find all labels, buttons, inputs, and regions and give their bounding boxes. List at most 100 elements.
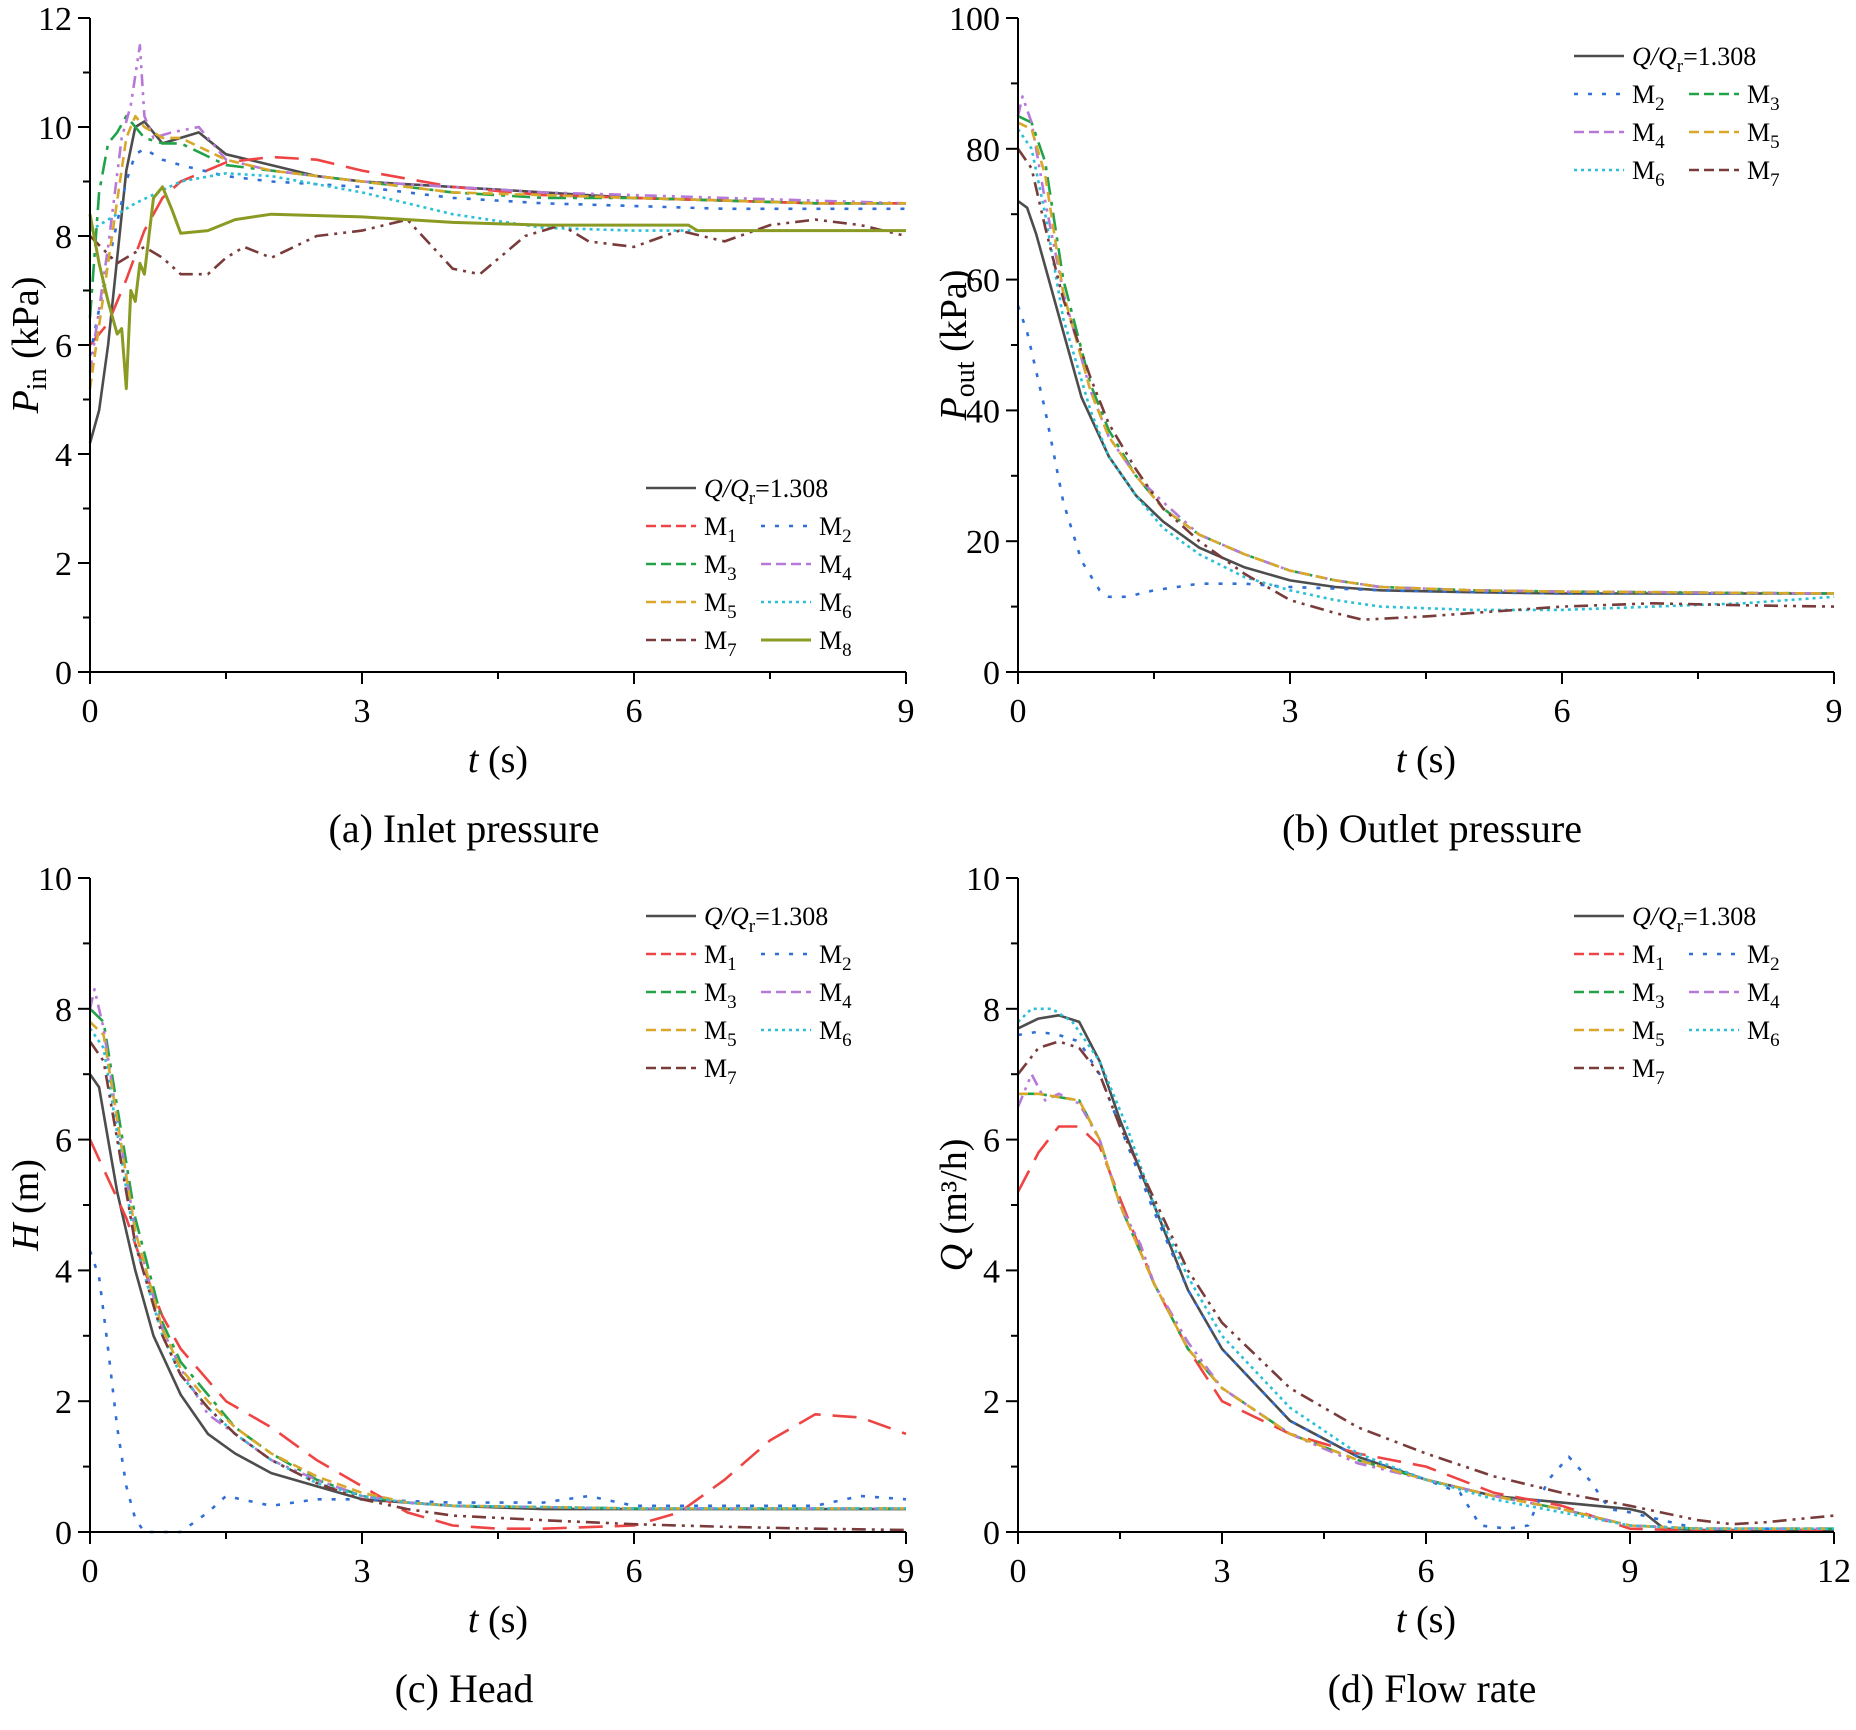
legend-label-main: M [819, 978, 842, 1007]
legend-label-main: M [704, 940, 727, 969]
y-axis-label: Pin (kPa) [5, 277, 53, 415]
legend-label-m5: M5 [704, 1016, 737, 1051]
caption-inlet-pressure: (a) Inlet pressure [328, 806, 600, 851]
y-tick-label: 6 [55, 328, 72, 365]
x-tick-label: 6 [1554, 693, 1571, 730]
y-tick-label: 80 [966, 132, 1000, 169]
legend-label-suffix: =1.308 [755, 474, 828, 503]
legend-label-subscript: 6 [842, 1030, 852, 1051]
legend-label-subscript: 6 [842, 602, 852, 623]
y-axis-unit: (m) [5, 1159, 47, 1223]
legend-label-m5: M5 [704, 588, 737, 623]
legend-label-main: M [1747, 978, 1770, 1007]
legend-label-main: M [1632, 1054, 1655, 1083]
legend-label-suffix: =1.308 [1683, 42, 1756, 71]
legend-label-m5: M5 [1632, 1016, 1665, 1051]
legend-label-m1: M1 [704, 940, 737, 975]
y-tick-label: 2 [55, 546, 72, 583]
legend-label-m4: M4 [819, 550, 852, 585]
legend-label-subscript: r [1677, 916, 1684, 937]
series-line-ref [1017, 200, 1834, 595]
series-line-m1 [88, 155, 906, 346]
series-line-m2 [88, 1250, 907, 1534]
legend-label-subscript: 1 [727, 954, 737, 975]
y-tick-label: 8 [55, 219, 72, 256]
legend-label-m3: M3 [1632, 978, 1665, 1013]
x-axis-variable: t [468, 739, 480, 781]
series-line-ref [88, 1073, 906, 1511]
legend-label-main: M [1632, 1016, 1655, 1045]
legend-label-main: Q/Q [704, 902, 749, 931]
x-tick-label: 6 [1418, 1553, 1435, 1590]
y-tick-label: 4 [55, 1253, 72, 1290]
x-axis-variable: t [1396, 739, 1408, 781]
x-tick-label: 0 [82, 1553, 99, 1590]
x-axis-label: t (s) [468, 1599, 528, 1641]
legend-label-subscript: 2 [842, 954, 852, 975]
legend-label-main: M [819, 1016, 842, 1045]
series-line-ref [88, 120, 906, 444]
legend-label-subscript: 5 [1655, 1030, 1665, 1051]
x-tick-label: 3 [354, 693, 371, 730]
y-tick-label: 0 [55, 1515, 72, 1552]
legend-label-main: M [704, 1016, 727, 1045]
series-line-m7 [1016, 1040, 1835, 1526]
legend-label-m6: M6 [1747, 1016, 1780, 1051]
legend-label-main: M [1632, 118, 1655, 147]
caption-flow-rate: (d) Flow rate [1327, 1666, 1537, 1711]
legend-label-main: M [819, 940, 842, 969]
legend-label-main: M [1632, 940, 1655, 969]
y-axis-variable: Q [933, 1244, 975, 1271]
series-line-m6 [1017, 1007, 1834, 1531]
series-line-m2 [1017, 1030, 1834, 1531]
legend-label-m2: M2 [819, 940, 852, 975]
y-tick-label: 0 [983, 1515, 1000, 1552]
y-tick-label: 12 [38, 1, 72, 38]
legend-label-subscript: 5 [727, 602, 737, 623]
legend-label-subscript: r [749, 488, 756, 509]
y-axis-label: H (m) [5, 1159, 47, 1252]
x-tick-label: 0 [1010, 1553, 1027, 1590]
legend-label-m4: M4 [1747, 978, 1780, 1013]
legend-label-main: M [1747, 80, 1770, 109]
y-axis-variable: P [5, 390, 47, 414]
legend-label-main: M [1632, 80, 1655, 109]
y-axis-unit: (kPa) [933, 270, 975, 362]
legend-label-main: M [704, 978, 727, 1007]
y-tick-label: 0 [983, 655, 1000, 692]
legend-label-subscript: 7 [1770, 170, 1780, 191]
legend-label-subscript: 7 [727, 640, 737, 661]
legend-label-m4: M4 [1632, 118, 1665, 153]
legend-label-main: Q/Q [1632, 902, 1677, 931]
x-tick-label: 9 [1622, 1553, 1639, 1590]
y-tick-label: 40 [966, 393, 1000, 430]
legend-label-subscript: r [1677, 56, 1684, 77]
x-axis-label: t (s) [468, 739, 528, 781]
x-tick-label: 0 [1010, 693, 1027, 730]
x-axis-variable: t [1396, 1599, 1408, 1641]
y-axis-label: Pout (kPa) [933, 270, 981, 422]
y-tick-label: 10 [38, 110, 72, 147]
legend-label-main: M [819, 550, 842, 579]
legend-label-subscript: 1 [727, 526, 737, 547]
legend-label-suffix: =1.308 [755, 902, 828, 931]
legend-label-subscript: r [749, 916, 756, 937]
legend-label-main: Q/Q [704, 474, 749, 503]
legend-label-m1: M1 [704, 512, 737, 547]
legend-label-subscript: 5 [727, 1030, 737, 1051]
legend-label-subscript: 5 [1770, 132, 1780, 153]
legend-label-subscript: 3 [727, 564, 737, 585]
legend-label-m2: M2 [1747, 940, 1780, 975]
legend-label-ref: Q/Qr=1.308 [704, 902, 828, 937]
y-tick-label: 100 [949, 1, 1000, 38]
legend-label-ref: Q/Qr=1.308 [704, 474, 828, 509]
legend-label-m7: M7 [1632, 1054, 1665, 1089]
y-tick-label: 8 [983, 992, 1000, 1029]
y-tick-label: 6 [55, 1123, 72, 1160]
caption-outlet-pressure: (b) Outlet pressure [1282, 806, 1582, 851]
legend-label-main: M [704, 588, 727, 617]
legend-label-m2: M2 [1632, 80, 1665, 115]
